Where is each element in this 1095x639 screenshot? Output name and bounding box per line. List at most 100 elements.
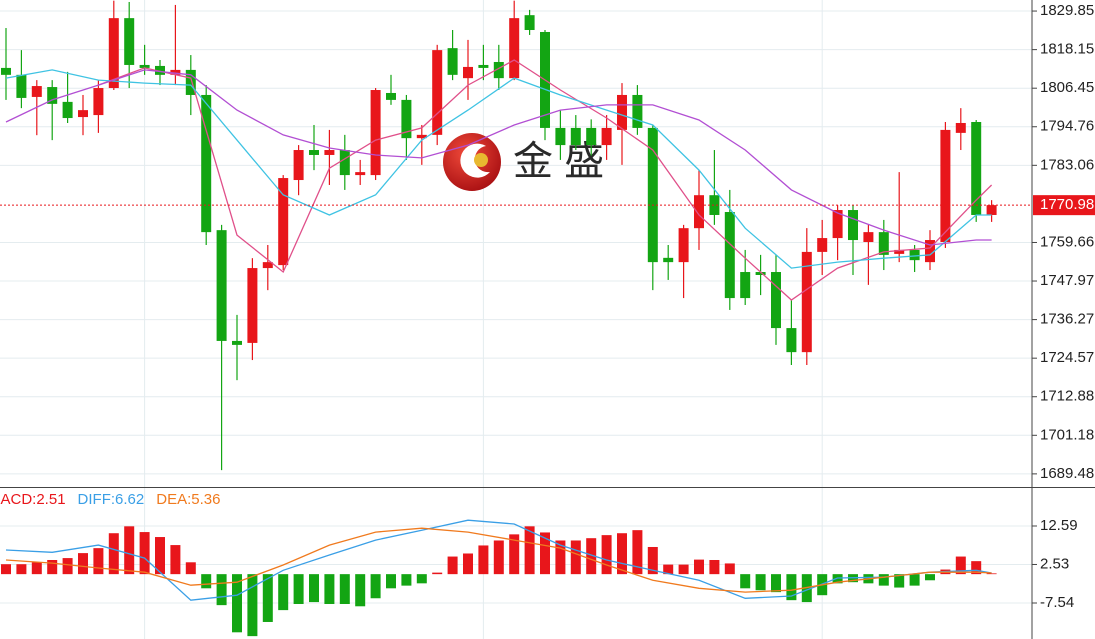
candle-body bbox=[370, 90, 381, 176]
readout-label: DIFF: bbox=[78, 491, 116, 508]
candle-body bbox=[570, 127, 581, 146]
candle-body bbox=[617, 94, 627, 130]
y-tick-label: 1747.97 bbox=[1040, 272, 1094, 289]
histogram-bar bbox=[724, 563, 735, 575]
readout-label: DEA: bbox=[156, 491, 191, 508]
candle-body bbox=[894, 249, 905, 254]
y-tick-label: 1759.66 bbox=[1040, 233, 1094, 250]
histogram-bar bbox=[878, 574, 889, 586]
candle-body bbox=[694, 195, 704, 229]
histogram-bar bbox=[93, 548, 104, 575]
histogram-bar bbox=[170, 545, 181, 575]
candle-body bbox=[47, 87, 58, 104]
macd-readouts: MACD:2.51 DIFF:6.62 DEA:5.36 bbox=[0, 491, 220, 508]
y-tick-label: 1736.27 bbox=[1040, 311, 1094, 328]
histogram-bar bbox=[62, 558, 73, 575]
candle-body bbox=[432, 50, 443, 135]
candle-body bbox=[108, 18, 119, 89]
logo-dot bbox=[474, 153, 488, 167]
candle-body bbox=[586, 127, 597, 146]
readout-label: MACD: bbox=[0, 491, 36, 508]
histogram-bar bbox=[570, 540, 581, 575]
histogram-bar bbox=[339, 574, 350, 604]
candle-body bbox=[324, 150, 335, 155]
y-tick-label: 1701.18 bbox=[1040, 426, 1094, 443]
histogram-bar bbox=[955, 556, 966, 575]
histogram-bar bbox=[663, 564, 674, 575]
histogram-bar bbox=[786, 574, 797, 601]
candle-body bbox=[447, 48, 458, 75]
histogram-bar bbox=[47, 559, 58, 575]
candle-body bbox=[293, 150, 304, 181]
histogram-bar bbox=[617, 533, 627, 575]
histogram-bar bbox=[309, 574, 319, 603]
histogram-bar bbox=[586, 538, 597, 575]
histogram-bar bbox=[324, 574, 335, 604]
indicator-line bbox=[98, 59, 993, 301]
y-tick-label: 1724.57 bbox=[1040, 349, 1094, 366]
candle-body bbox=[986, 205, 997, 215]
histogram-bar bbox=[232, 574, 242, 633]
logo-swoosh bbox=[460, 143, 490, 178]
candle-body bbox=[309, 150, 319, 155]
histogram-bar bbox=[925, 574, 935, 581]
histogram-bar bbox=[832, 574, 843, 584]
candle-body bbox=[755, 272, 766, 275]
histogram-bar bbox=[694, 559, 704, 575]
indicator-line bbox=[5, 69, 992, 246]
candle-body bbox=[155, 65, 165, 75]
candle-body bbox=[955, 122, 966, 133]
y-tick-label: 1806.45 bbox=[1040, 79, 1094, 96]
histogram-bar bbox=[986, 573, 997, 575]
candle-body bbox=[339, 150, 350, 176]
candle-body bbox=[878, 232, 889, 255]
histogram-bar bbox=[771, 574, 781, 593]
candle-body bbox=[493, 61, 504, 79]
histogram-bar bbox=[555, 540, 566, 575]
candle-body bbox=[247, 268, 258, 343]
histogram-bar bbox=[155, 537, 165, 575]
histogram-bar bbox=[540, 532, 550, 575]
candle-body bbox=[201, 94, 212, 233]
histogram-bar bbox=[463, 553, 473, 575]
readout-value: 6.62 bbox=[115, 491, 144, 508]
histogram-bar bbox=[416, 574, 427, 584]
histogram-bar bbox=[909, 574, 920, 586]
candle-body bbox=[478, 64, 489, 68]
last-price-label: 1770.98 bbox=[1040, 196, 1094, 213]
histogram-bar bbox=[293, 574, 304, 604]
candle-body bbox=[31, 86, 42, 97]
candle-body bbox=[463, 66, 473, 79]
candle-body bbox=[216, 230, 227, 341]
histogram-bar bbox=[509, 534, 520, 575]
histogram-bar bbox=[78, 553, 88, 575]
candle-body bbox=[78, 110, 88, 118]
histogram-bar bbox=[108, 533, 119, 575]
y-axis: 1829.85 1818.15 1806.45 1794.76 1783.06 1759.… bbox=[1032, 2, 1095, 611]
histogram-bar bbox=[355, 574, 366, 607]
candle-body bbox=[786, 328, 797, 353]
candle-body bbox=[832, 210, 843, 239]
readout-value: 5.36 bbox=[191, 491, 220, 508]
candle-body bbox=[663, 257, 674, 263]
candle-body bbox=[801, 251, 812, 353]
candle-body bbox=[971, 121, 982, 215]
candle-body bbox=[185, 69, 196, 95]
candle-body bbox=[909, 249, 920, 261]
histogram-bar bbox=[247, 574, 258, 637]
histogram-bar bbox=[185, 562, 196, 575]
candle-body bbox=[278, 178, 289, 266]
y-tick-label: 1783.06 bbox=[1040, 156, 1094, 173]
candle-body bbox=[416, 134, 427, 139]
y-tick-label: 2.53 bbox=[1040, 555, 1069, 572]
histogram-bar bbox=[971, 561, 982, 575]
histogram-bar bbox=[386, 574, 396, 589]
y-tick-label: -7.54 bbox=[1040, 594, 1074, 611]
candle-body bbox=[555, 127, 566, 146]
candle-body bbox=[170, 69, 181, 75]
candle-body bbox=[925, 240, 935, 263]
candle-body bbox=[93, 88, 104, 116]
plot bbox=[0, 0, 1032, 637]
